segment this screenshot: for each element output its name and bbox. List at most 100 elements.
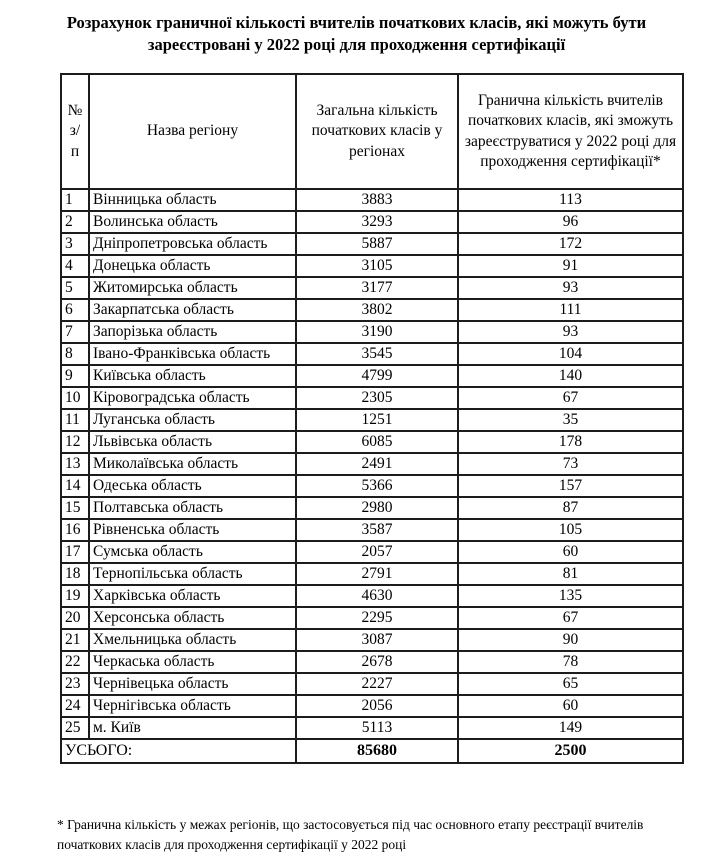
certification-limit: 140: [457, 364, 684, 388]
row-number: 11: [60, 408, 90, 432]
table-row: 7 Запорізька область 3190 93: [60, 320, 684, 344]
region-name: Херсонська область: [88, 606, 297, 630]
region-name: Полтавська область: [88, 496, 297, 520]
table-header-row: № з/п Назва регіону Загальна кількість п…: [60, 73, 684, 190]
row-number: 20: [60, 606, 90, 630]
certification-limit: 73: [457, 452, 684, 476]
table-row: 5 Житомирська область 3177 93: [60, 276, 684, 300]
certification-limit: 60: [457, 694, 684, 718]
table-row: 11 Луганська область 1251 35: [60, 408, 684, 432]
table-row: 17 Сумська область 2057 60: [60, 540, 684, 564]
row-number: 13: [60, 452, 90, 476]
row-number: 2: [60, 210, 90, 234]
classes-count: 2678: [295, 650, 459, 674]
table-row: 12 Львівська область 6085 178: [60, 430, 684, 454]
classes-count: 2980: [295, 496, 459, 520]
region-name: Чернігівська область: [88, 694, 297, 718]
classes-count: 3190: [295, 320, 459, 344]
certification-limit: 91: [457, 254, 684, 278]
region-name: Кіровоградська область: [88, 386, 297, 410]
row-number: 8: [60, 342, 90, 366]
row-number: 21: [60, 628, 90, 652]
region-name: Миколаївська область: [88, 452, 297, 476]
table-row: 6 Закарпатська область 3802 111: [60, 298, 684, 322]
certification-limit: 90: [457, 628, 684, 652]
region-name: Запорізька область: [88, 320, 297, 344]
classes-count: 4799: [295, 364, 459, 388]
table-row: 1 Вінницька область 3883 113: [60, 188, 684, 212]
row-number: 25: [60, 716, 90, 740]
certification-limit: 93: [457, 320, 684, 344]
region-name: Закарпатська область: [88, 298, 297, 322]
row-number: 22: [60, 650, 90, 674]
document-title: Розрахунок граничної кількості вчителів …: [66, 13, 647, 55]
table-row: 24 Чернігівська область 2056 60: [60, 694, 684, 718]
classes-count: 2791: [295, 562, 459, 586]
row-number: 4: [60, 254, 90, 278]
classes-count: 2056: [295, 694, 459, 718]
region-name: Луганська область: [88, 408, 297, 432]
table-row: 19 Харківська область 4630 135: [60, 584, 684, 608]
classes-count: 3293: [295, 210, 459, 234]
region-name: Рівненська область: [88, 518, 297, 542]
classes-count: 3545: [295, 342, 459, 366]
classes-count: 2227: [295, 672, 459, 696]
region-name: Львівська область: [88, 430, 297, 454]
certification-limit: 93: [457, 276, 684, 300]
table-row: 3 Дніпропетровська область 5887 172: [60, 232, 684, 256]
certification-limit: 67: [457, 386, 684, 410]
table-row: 2 Волинська область 3293 96: [60, 210, 684, 234]
classes-count: 4630: [295, 584, 459, 608]
col-header-classes-count: Загальна кількість початкових класів у р…: [295, 73, 459, 190]
classes-count: 6085: [295, 430, 459, 454]
certification-limit: 60: [457, 540, 684, 564]
certification-limit: 65: [457, 672, 684, 696]
row-number: 16: [60, 518, 90, 542]
row-number: 15: [60, 496, 90, 520]
classes-count: 2491: [295, 452, 459, 476]
table-row: 10 Кіровоградська область 2305 67: [60, 386, 684, 410]
region-name: Житомирська область: [88, 276, 297, 300]
total-label: УСЬОГО:: [60, 738, 297, 764]
row-number: 7: [60, 320, 90, 344]
region-name: Хмельницька область: [88, 628, 297, 652]
table-row: 8 Івано-Франківська область 3545 104: [60, 342, 684, 366]
region-name: Вінницька область: [88, 188, 297, 212]
region-name: Донецька область: [88, 254, 297, 278]
classes-count: 3883: [295, 188, 459, 212]
row-number: 6: [60, 298, 90, 322]
certification-limit: 87: [457, 496, 684, 520]
row-number: 24: [60, 694, 90, 718]
col-header-certification-limit: Гранична кількість вчителів початкових к…: [457, 73, 684, 190]
regions-table: № з/п Назва регіону Загальна кількість п…: [60, 73, 684, 764]
col-header-region-name: Назва регіону: [88, 73, 297, 190]
row-number: 18: [60, 562, 90, 586]
total-row: УСЬОГО: 85680 2500: [60, 738, 684, 764]
classes-count: 2057: [295, 540, 459, 564]
classes-count: 5366: [295, 474, 459, 498]
certification-limit: 35: [457, 408, 684, 432]
row-number: 14: [60, 474, 90, 498]
row-number: 9: [60, 364, 90, 388]
region-name: Івано-Франківська область: [88, 342, 297, 366]
classes-count: 3587: [295, 518, 459, 542]
certification-limit: 78: [457, 650, 684, 674]
classes-count: 3177: [295, 276, 459, 300]
table-row: 14 Одеська область 5366 157: [60, 474, 684, 498]
table-row: 20 Херсонська область 2295 67: [60, 606, 684, 630]
certification-limit: 67: [457, 606, 684, 630]
row-number: 17: [60, 540, 90, 564]
certification-limit: 96: [457, 210, 684, 234]
certification-limit: 149: [457, 716, 684, 740]
table-row: 9 Київська область 4799 140: [60, 364, 684, 388]
classes-count: 1251: [295, 408, 459, 432]
row-number: 23: [60, 672, 90, 696]
region-name: Сумська область: [88, 540, 297, 564]
row-number: 12: [60, 430, 90, 454]
row-number: 3: [60, 232, 90, 256]
total-certification-limit: 2500: [457, 738, 684, 764]
region-name: м. Київ: [88, 716, 297, 740]
row-number: 10: [60, 386, 90, 410]
certification-limit: 105: [457, 518, 684, 542]
classes-count: 3087: [295, 628, 459, 652]
